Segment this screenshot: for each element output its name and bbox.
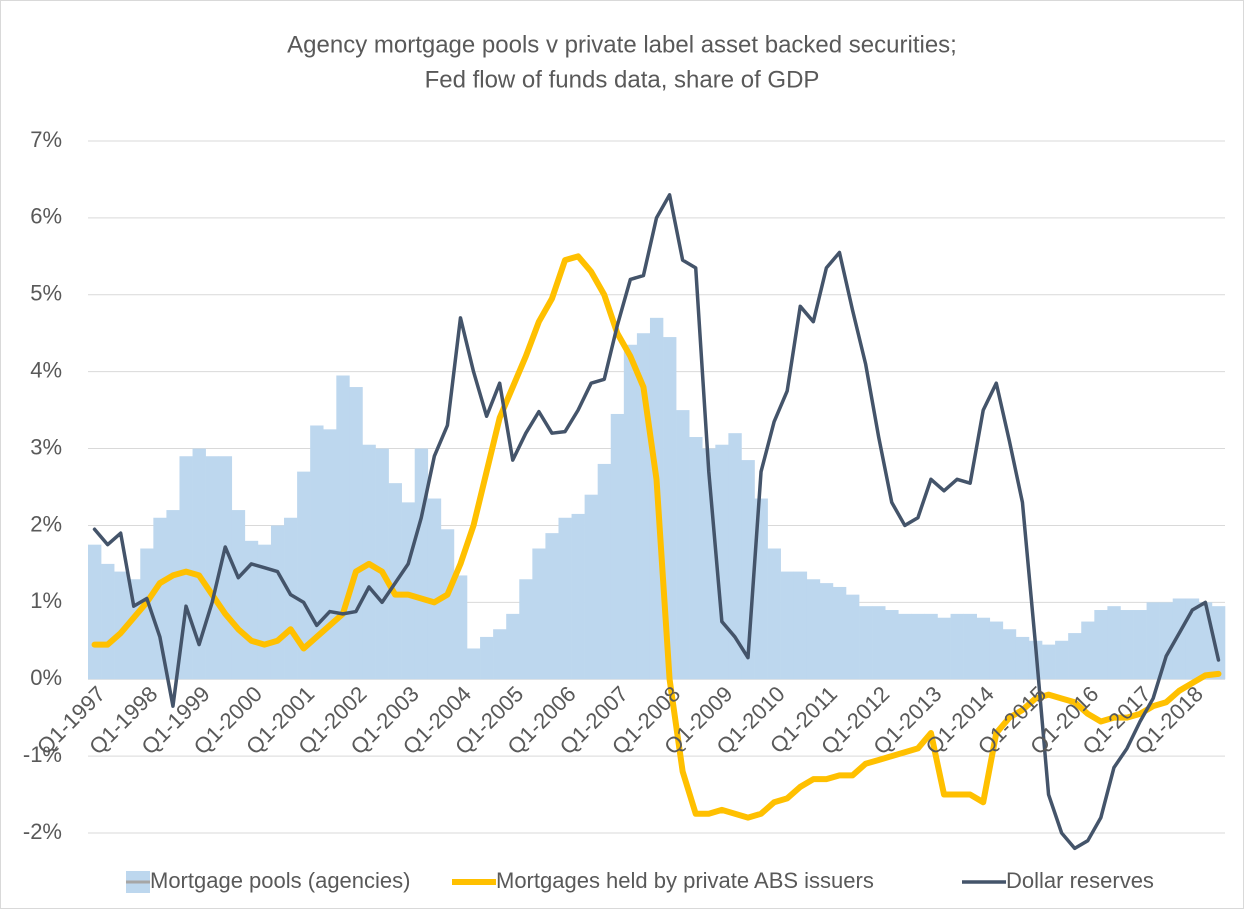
bar xyxy=(166,510,180,680)
bar xyxy=(872,606,886,680)
bar xyxy=(427,498,442,680)
chart-title: Agency mortgage pools v private label as… xyxy=(287,31,957,58)
bar xyxy=(911,613,925,680)
bar xyxy=(976,617,991,680)
bar xyxy=(950,613,964,680)
y-tick-label: 2% xyxy=(30,511,62,536)
bar xyxy=(715,444,729,680)
bar xyxy=(846,594,860,680)
bar xyxy=(1133,610,1147,680)
bar xyxy=(231,510,246,680)
line-series xyxy=(91,253,1222,821)
bar xyxy=(506,613,520,680)
bar xyxy=(310,425,324,680)
bar xyxy=(689,437,703,680)
bar xyxy=(1094,610,1108,680)
bar xyxy=(1015,636,1030,680)
bar xyxy=(806,579,821,680)
bar xyxy=(610,413,625,680)
bar xyxy=(244,540,259,680)
bar xyxy=(453,575,468,680)
y-tick-label: 0% xyxy=(30,665,62,690)
bar xyxy=(832,586,847,680)
bar xyxy=(571,513,585,680)
bar xyxy=(1159,602,1174,680)
bar xyxy=(218,456,233,680)
bar xyxy=(898,613,912,680)
bar xyxy=(532,548,546,680)
y-tick-label: 3% xyxy=(30,434,62,459)
bar xyxy=(780,571,795,680)
bar xyxy=(1002,629,1017,680)
bar xyxy=(467,648,481,680)
bar xyxy=(493,629,507,680)
bar xyxy=(924,613,938,680)
bar xyxy=(88,544,102,680)
bar xyxy=(114,571,128,680)
bar xyxy=(127,579,141,680)
bar xyxy=(480,636,494,680)
bar xyxy=(584,494,598,680)
bar xyxy=(375,448,389,680)
bar xyxy=(1042,644,1056,680)
y-tick-label: 4% xyxy=(30,357,62,382)
bar xyxy=(440,529,455,680)
bar xyxy=(558,517,572,680)
legend-label: Mortgages held by private ABS issuers xyxy=(496,868,874,893)
bar xyxy=(1068,633,1082,680)
bar xyxy=(1081,621,1095,680)
y-tick-label: 6% xyxy=(30,204,62,229)
chart-title: Fed flow of funds data, share of GDP xyxy=(425,66,820,93)
y-tick-label: -2% xyxy=(23,819,62,844)
bar xyxy=(597,463,612,680)
bar xyxy=(323,429,337,680)
bar xyxy=(728,433,742,680)
legend-label: Dollar reserves xyxy=(1006,868,1154,893)
bar xyxy=(101,563,115,680)
bar xyxy=(963,613,977,680)
bar xyxy=(819,583,834,680)
y-tick-label: 7% xyxy=(30,127,62,152)
bar xyxy=(297,471,311,680)
bar xyxy=(336,375,350,680)
bar xyxy=(1146,602,1160,680)
bar xyxy=(1120,610,1134,680)
legend-label: Mortgage pools (agencies) xyxy=(150,868,410,893)
bar xyxy=(676,410,690,680)
bar xyxy=(1172,598,1187,680)
bar xyxy=(401,502,416,680)
bar xyxy=(937,617,951,680)
bar xyxy=(989,621,1004,680)
bar xyxy=(140,548,154,680)
bar xyxy=(205,456,219,680)
y-tick-label: 5% xyxy=(30,281,62,306)
bar xyxy=(1055,640,1069,680)
bar xyxy=(545,533,559,680)
bar xyxy=(623,344,638,680)
line-series xyxy=(92,193,1221,851)
bar xyxy=(1198,602,1213,680)
bar xyxy=(349,387,363,680)
bar xyxy=(754,498,768,680)
bar xyxy=(767,548,781,680)
bar xyxy=(1211,606,1226,680)
bar xyxy=(414,448,429,680)
bar xyxy=(885,610,899,680)
bar xyxy=(153,517,167,680)
bar xyxy=(859,606,873,680)
bar xyxy=(270,525,285,680)
y-tick-label: 1% xyxy=(30,588,62,613)
bar xyxy=(519,579,533,680)
bar xyxy=(1107,606,1121,680)
bar xyxy=(192,448,206,680)
bar xyxy=(793,571,808,680)
y-tick-label: -1% xyxy=(23,742,62,767)
